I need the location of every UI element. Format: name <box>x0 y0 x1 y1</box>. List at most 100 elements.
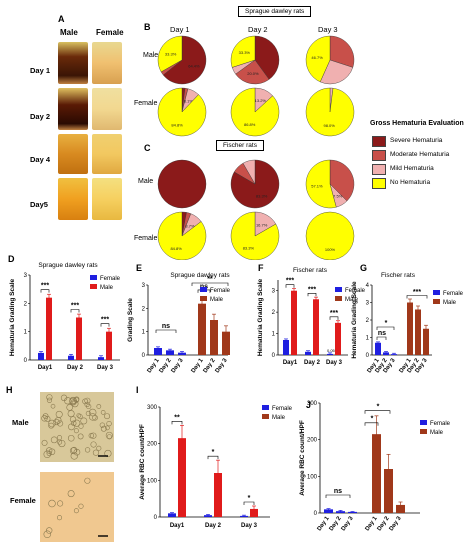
chart-e-bar <box>222 331 230 355</box>
chart-e-bar <box>198 303 206 355</box>
chart-i-x-label: Day 3 <box>241 523 258 529</box>
chart-f-legend-swatch <box>335 296 342 301</box>
microscopy-images <box>40 392 114 542</box>
chart-f-sig: *** <box>286 278 294 285</box>
chart-d-bar-male <box>76 317 82 360</box>
legend-swatch-none <box>372 178 386 189</box>
rbc-cell <box>56 515 63 521</box>
chart-e-bracket <box>191 282 229 286</box>
panel-letter-i: I <box>136 385 139 395</box>
pie-slice-label: 86.8% <box>244 122 256 127</box>
rbc-cell <box>92 449 100 456</box>
rbc-cell <box>57 500 64 507</box>
pie-slice <box>157 87 207 137</box>
chart-f-bar-female <box>283 340 289 355</box>
chart-g-y-tick-label: 0 <box>366 353 370 359</box>
chart-i-bracket <box>243 501 255 505</box>
chart-d-y-label: Hematuria Grading Scale <box>9 278 16 356</box>
pie-slice-label: 37.5% <box>331 193 343 198</box>
chart-d-y-tick-label: 1 <box>24 330 28 336</box>
chart-g-bracket <box>406 295 428 299</box>
chart-i-legend-swatch <box>262 414 269 419</box>
pie-slice-label: 8.7% <box>185 223 195 228</box>
chart-i-bar-male <box>178 438 186 517</box>
chart-d-y-tick-label: 0 <box>24 358 28 364</box>
rbc-cell <box>50 436 58 444</box>
rbc-cell <box>84 477 91 484</box>
rbc-cell <box>67 410 75 418</box>
chart-i-bracket <box>171 421 183 425</box>
chart-g-y-tick-label: 2 <box>366 318 370 324</box>
chart-f-bar-male <box>313 299 319 355</box>
chart-g-bar <box>375 342 381 355</box>
chart-f-bar-male <box>335 322 341 355</box>
chart-g-sig: ns <box>378 330 386 337</box>
chart-f-bracket <box>307 292 317 297</box>
rbc-cell <box>43 530 52 538</box>
rbc-cell <box>48 422 55 429</box>
chart-i-bar-female <box>204 515 212 517</box>
legend-swatch-moderate <box>372 150 386 161</box>
chart-i-y-tick-label: 100 <box>147 478 158 484</box>
panel-c-female-label: Female <box>134 235 158 242</box>
pie-slice-label: 83.3% <box>243 245 255 250</box>
chart-g-legend-label: Male <box>443 300 457 306</box>
pie-slice-label: 83.3% <box>256 193 268 198</box>
panel-letter-c: C <box>144 143 151 153</box>
pie-slice-label: 57.1% <box>311 184 323 189</box>
chart-d-bar-male <box>106 331 112 360</box>
chart-j-sig: * <box>377 404 380 411</box>
rbc-cell <box>69 416 77 423</box>
chart-j-bar <box>396 504 405 513</box>
urine-photo-female-day1 <box>92 42 122 84</box>
rbc-cell <box>41 415 48 422</box>
chart-e-bracket <box>155 329 177 333</box>
pie-slice <box>319 59 354 85</box>
chart-j-sig: * <box>371 416 374 423</box>
rbc-cell <box>67 434 75 442</box>
pie-slice <box>230 211 280 260</box>
chart-e-legend-swatch <box>200 287 207 292</box>
rbc-cell <box>90 432 97 439</box>
pie-slice <box>329 35 355 68</box>
chart-d-bar-male <box>46 297 52 360</box>
pie-slice <box>254 35 280 80</box>
panel-b-day-label: Day 2 <box>248 25 268 34</box>
panel-b-day-label: Day 1 <box>170 25 190 34</box>
chart-f-y-tick-label: 0 <box>272 353 276 359</box>
chart-d-title: Sprague dawley rats <box>38 262 98 269</box>
rbc-cell <box>58 439 66 448</box>
rbc-cell <box>73 448 81 456</box>
legend-label-none: No Hematuria <box>390 179 431 186</box>
pie-slice <box>162 35 207 85</box>
pie-slice-label: 33.3% <box>165 51 177 56</box>
pie-slice <box>305 211 355 260</box>
chart-g-legend-swatch <box>433 290 440 295</box>
chart-d-sig: *** <box>101 317 109 324</box>
panel-h-male-label: Male <box>12 418 29 427</box>
panel-b-female-label: Female <box>134 100 158 107</box>
chart-e-bar <box>210 320 218 355</box>
chart-j-bar <box>372 434 381 513</box>
pie-slice <box>230 87 280 137</box>
chart-f-legend-swatch <box>335 287 342 292</box>
chart-i-y-tick-label: 0 <box>154 515 158 521</box>
chart-d-bar-female <box>38 352 44 360</box>
rbc-cell <box>69 447 77 455</box>
rbc-cell <box>104 413 110 420</box>
chart-j-y-tick-label: 100 <box>307 474 318 480</box>
chart-d-legend-swatch <box>90 275 97 280</box>
pie-slice-label: 20.0% <box>247 71 259 76</box>
rbc-cell <box>100 425 107 432</box>
rbc-cell <box>46 527 53 534</box>
rbc-cell <box>86 403 92 410</box>
rbc-cell <box>88 408 97 417</box>
rbc-cell <box>80 417 88 425</box>
chart-j-legend-label: Male <box>430 430 444 436</box>
rbc-cell <box>96 445 102 451</box>
chart-d-y-tick-label: 2 <box>24 301 28 307</box>
rbc-cell <box>50 403 56 409</box>
chart-g-y-tick-label: 3 <box>366 301 370 307</box>
legend-label-moderate: Moderate Hematuria <box>390 151 450 158</box>
chart-f-legend-label: Male <box>345 297 359 303</box>
